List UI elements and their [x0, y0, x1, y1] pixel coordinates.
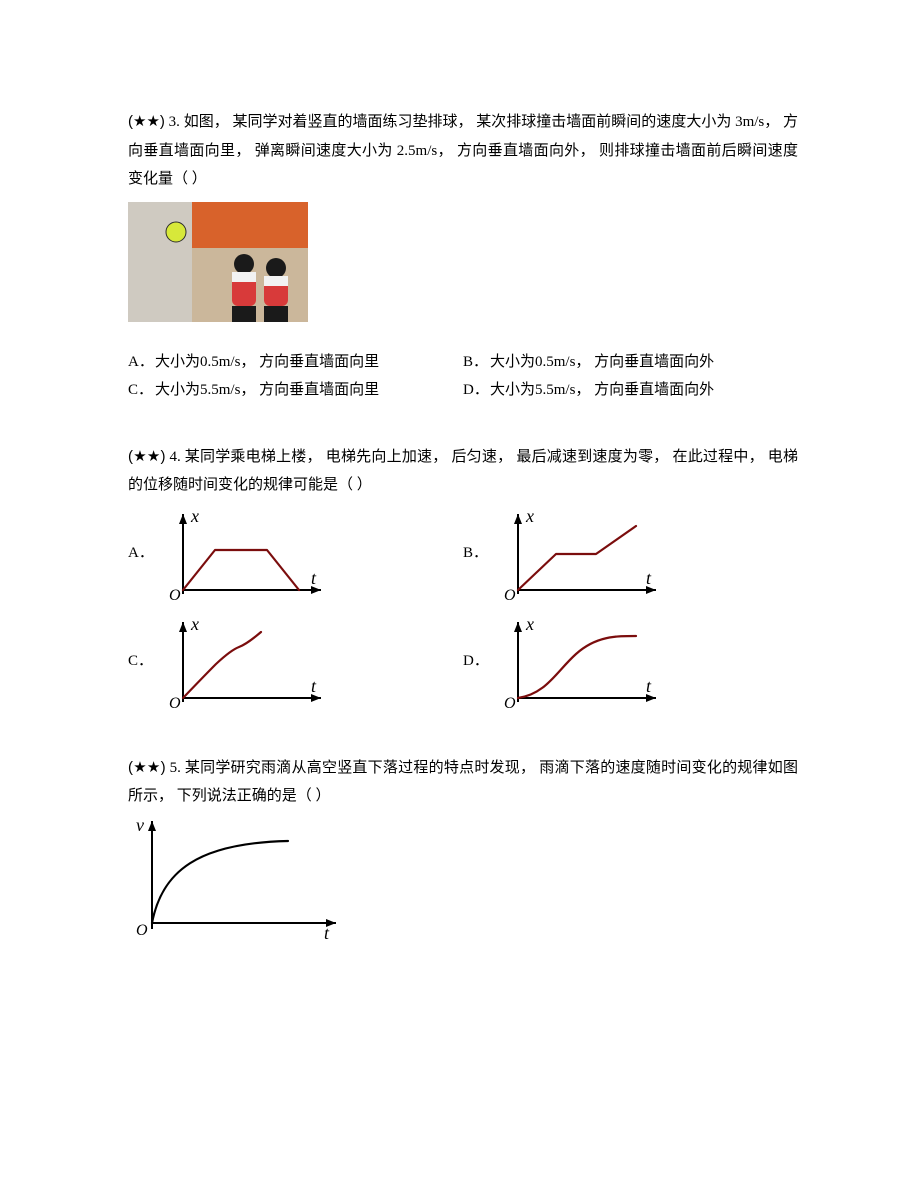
question-3-options-2: C．大小为5.5m/s， 方向垂直墙面向里 D．大小为5.5m/s， 方向垂直墙… — [128, 376, 798, 405]
question-5: (★★) 5. 某同学研究雨滴从高空竖直下落过程的特点时发现， 雨滴下落的速度随… — [128, 754, 798, 941]
svg-text:O: O — [504, 695, 516, 710]
svg-text:v: v — [136, 815, 144, 835]
question-4-graph-row-2: C． x t O D． — [128, 608, 798, 716]
svg-text:x: x — [190, 506, 199, 526]
question-3-stem: (★★) 3. 如图， 某同学对着竖直的墙面练习垫排球， 某次排球撞击墙面前瞬间… — [128, 108, 798, 194]
question-4-stem: (★★) 4. 某同学乘电梯上楼， 电梯先向上加速， 后匀速， 最后减速到速度为… — [128, 443, 798, 500]
difficulty-stars: (★★) — [128, 448, 166, 465]
svg-text:x: x — [190, 614, 199, 634]
svg-text:t: t — [311, 676, 317, 696]
question-4: (★★) 4. 某同学乘电梯上楼， 电梯先向上加速， 后匀速， 最后减速到速度为… — [128, 443, 798, 716]
svg-text:O: O — [169, 587, 181, 602]
question-text: 某同学乘电梯上楼， 电梯先向上加速， 后匀速， 最后减速到速度为零， 在此过程中… — [128, 449, 798, 494]
question-5-stem: (★★) 5. 某同学研究雨滴从高空竖直下落过程的特点时发现， 雨滴下落的速度随… — [128, 754, 798, 811]
option-D-graph: D． x t O — [463, 614, 798, 710]
graph-xt-piecewise-icon: x t O — [496, 506, 666, 602]
graph-xt-concave-up-icon: x t O — [161, 614, 331, 710]
question-3-options: A．大小为0.5m/s， 方向垂直墙面向里 B．大小为0.5m/s， 方向垂直墙… — [128, 348, 798, 377]
question-text: 某同学研究雨滴从高空竖直下落过程的特点时发现， 雨滴下落的速度随时间变化的规律如… — [128, 760, 798, 805]
difficulty-stars: (★★) — [128, 759, 166, 776]
question-text: 如图， 某同学对着竖直的墙面练习垫排球， 某次排球撞击墙面前瞬间的速度大小为 3… — [128, 114, 798, 187]
svg-text:t: t — [646, 568, 652, 588]
graph-xt-trapezoid-icon: x t O — [161, 506, 331, 602]
option-C: C．大小为5.5m/s， 方向垂直墙面向里 — [128, 376, 463, 405]
option-D: D．大小为5.5m/s， 方向垂直墙面向外 — [463, 376, 798, 405]
question-number: 3. — [169, 114, 180, 130]
option-C-graph: C． x t O — [128, 614, 463, 710]
svg-text:O: O — [504, 587, 516, 602]
question-3-photo — [128, 202, 798, 322]
question-number: 4. — [170, 449, 181, 465]
svg-text:O: O — [136, 922, 148, 939]
graph-vt-saturating-icon: v t O — [128, 811, 348, 941]
svg-text:O: O — [169, 695, 181, 710]
option-A: A．大小为0.5m/s， 方向垂直墙面向里 — [128, 348, 463, 377]
question-5-graph: v t O — [128, 811, 798, 941]
difficulty-stars: (★★) — [128, 113, 165, 130]
svg-text:t: t — [646, 676, 652, 696]
graph-xt-s-curve-icon: x t O — [496, 614, 666, 710]
svg-text:x: x — [525, 614, 534, 634]
option-B-graph: B． x t O — [463, 506, 798, 602]
question-number: 5. — [170, 760, 181, 776]
svg-text:t: t — [311, 568, 317, 588]
svg-text:x: x — [525, 506, 534, 526]
question-4-graph-row-1: A． x t O B． — [128, 500, 798, 608]
option-A-graph: A． x t O — [128, 506, 463, 602]
option-B: B．大小为0.5m/s， 方向垂直墙面向外 — [463, 348, 798, 377]
question-3: (★★) 3. 如图， 某同学对着竖直的墙面练习垫排球， 某次排球撞击墙面前瞬间… — [128, 108, 798, 405]
